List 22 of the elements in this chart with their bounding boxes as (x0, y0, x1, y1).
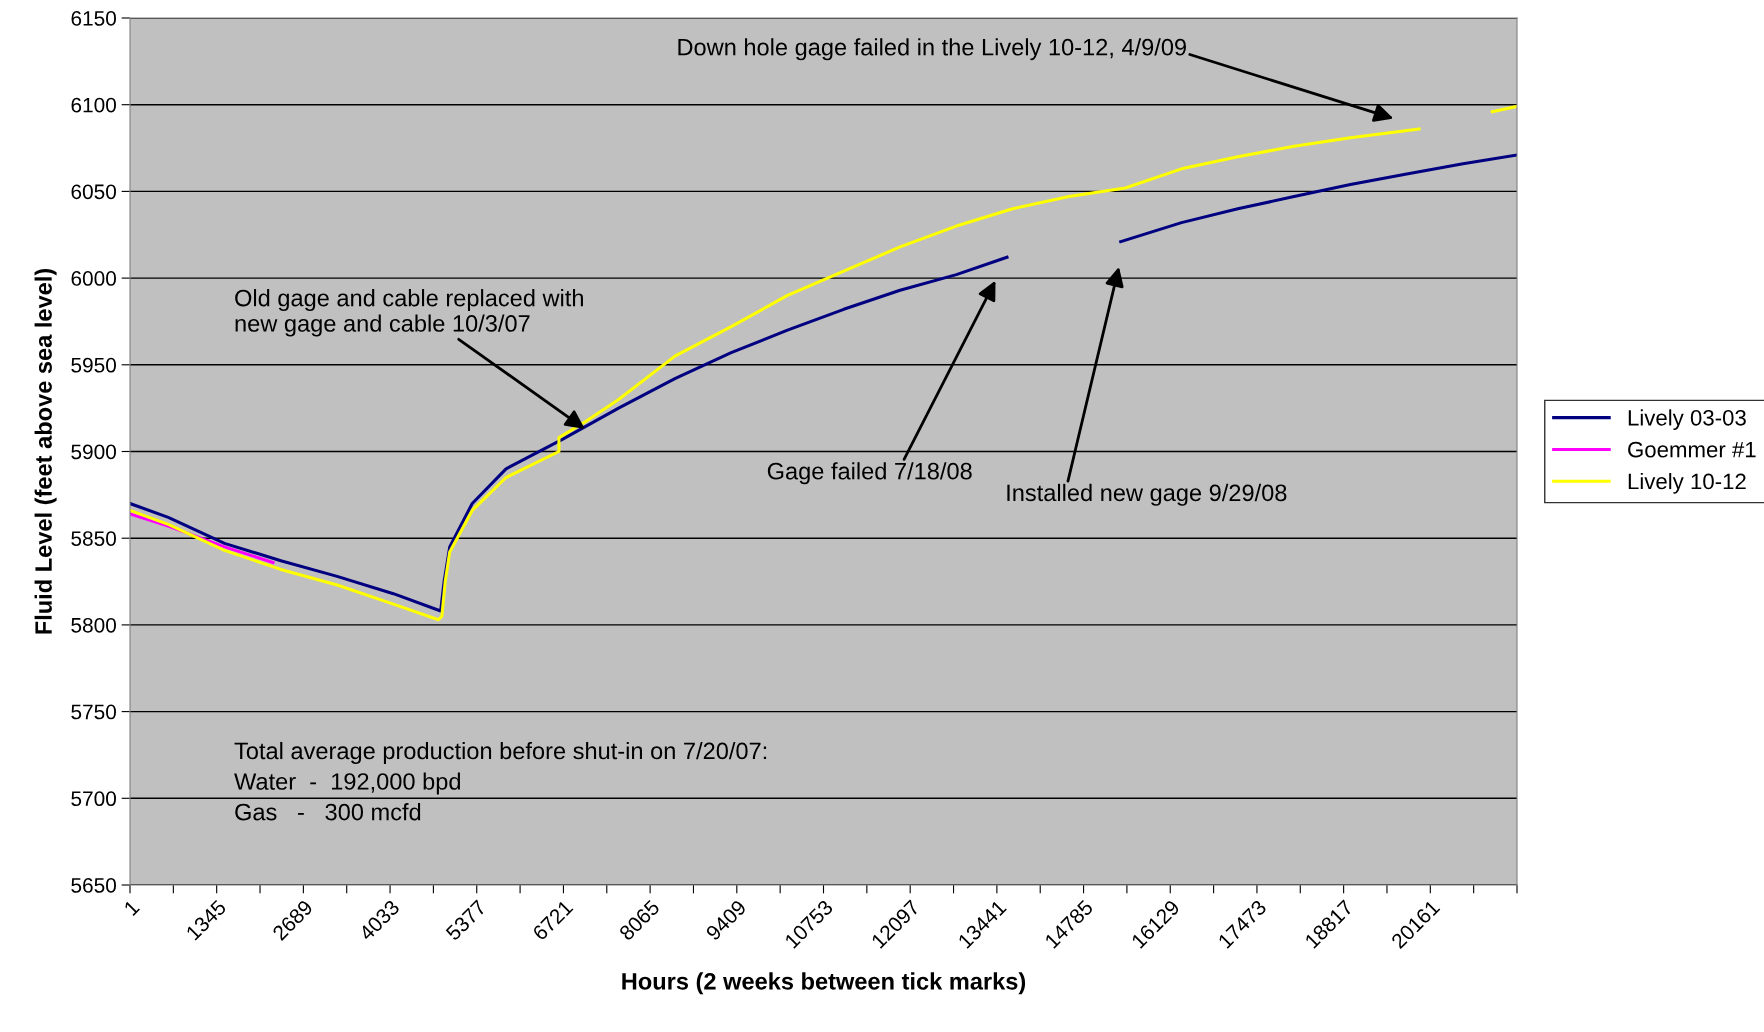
y-tick-label: 6100 (71, 97, 116, 113)
x-axis-title: Hours (2 weeks between tick marks) (622, 972, 1026, 995)
y-tick-label: 5850 (71, 531, 116, 546)
y-axis-title: Fluid Level (feet above sea level) (34, 268, 57, 634)
annotation: Installed new gage 9/29/08 (1007, 483, 1287, 506)
y-tick-label: 5950 (71, 357, 116, 373)
y-tick-label: 6150 (71, 11, 116, 26)
y-tick-label: 5650 (71, 878, 116, 893)
annotation: Down hole gage failed in the Lively 10-12, 4/9/09 (678, 38, 1186, 61)
annotation: Gage failed 7/18/08 (767, 462, 972, 485)
y-tick-label: 6000 (71, 271, 116, 286)
annotation: Total average production before shut-in on 7/20/07: Water - 192,000 bpd Gas - 300 mcfd (234, 741, 767, 821)
x-tick-label: 1 (123, 899, 140, 916)
y-tick-label: 5900 (71, 444, 116, 460)
y-tick-label: 5750 (71, 704, 116, 720)
legend-label: Lively 03-03 (1628, 409, 1746, 431)
y-tick-label: 5700 (71, 791, 116, 807)
y-tick-label: 6050 (71, 184, 116, 200)
annotation: Old gage and cable replaced with new gage and cable 10/3/07 (235, 289, 583, 337)
legend-label: Goemmer #1 (1628, 441, 1756, 458)
y-tick-label: 5800 (71, 617, 116, 633)
legend-label: Lively 10-12 (1628, 472, 1746, 494)
